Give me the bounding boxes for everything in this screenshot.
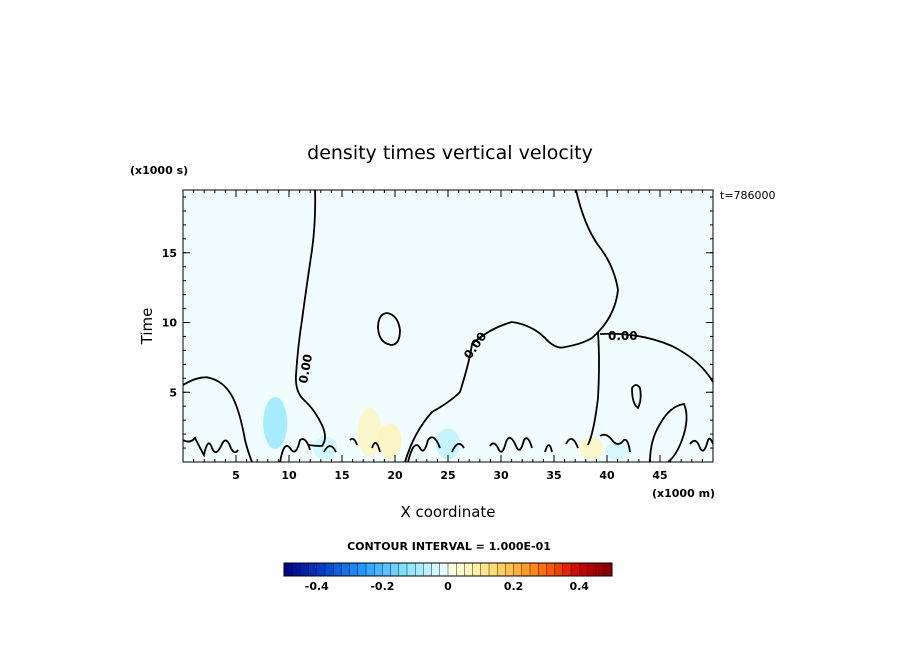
field-background	[183, 190, 713, 462]
anomaly-1	[313, 436, 338, 460]
colorbar-cell-9	[357, 562, 367, 577]
colorbar-cell-34	[562, 562, 572, 577]
x-tick-label-7: 40	[599, 469, 615, 482]
colorbar-tick-label-1: -0.2	[370, 580, 394, 593]
colorbar-cell-28	[513, 562, 523, 577]
x-tick-label-2: 15	[334, 469, 349, 482]
colorbar-tick-label-2: 0	[444, 580, 452, 593]
colorbar-cell-32	[546, 562, 556, 577]
colorbar-cell-19	[439, 562, 449, 577]
colorbar-frame	[283, 562, 613, 577]
contour-line-left	[182, 376, 253, 463]
anomaly-5	[579, 436, 604, 460]
contour-label-2: 0.00	[608, 329, 638, 343]
y-tick-label-0: 5	[169, 386, 177, 399]
y-axis-title: Time	[138, 308, 156, 346]
colorbar-tick-label-3: 0.2	[504, 580, 524, 593]
colorbar-cell-31	[538, 562, 547, 577]
chart-title: density times vertical velocity	[307, 142, 593, 164]
colorbar-cell-12	[382, 562, 392, 577]
colorbar-cell-30	[529, 562, 539, 577]
y-tick-label-1: 10	[162, 317, 178, 330]
contour-cell-right	[649, 403, 688, 463]
colorbar-tick-label-4: 0.4	[569, 580, 589, 593]
x-tick-label-4: 25	[440, 469, 455, 482]
minor-ticks	[182, 190, 714, 462]
x-tick-label-1: 10	[281, 469, 297, 482]
anomaly-3	[377, 423, 402, 459]
time-label: t=786000	[720, 189, 776, 202]
anomaly-layer	[183, 190, 713, 462]
colorbar-cell-16	[415, 562, 424, 577]
zero-contours	[182, 189, 714, 463]
colorbar-cell-7	[341, 562, 351, 577]
contour-closed-cell	[377, 312, 401, 346]
x-unit-label: (x1000 m)	[652, 487, 715, 500]
colorbar-cell-6	[333, 562, 342, 577]
colorbar-cell-37	[587, 562, 597, 577]
colorbar-tick-label-0: -0.4	[305, 580, 329, 593]
y-axis-ticks: 5 10 15	[162, 247, 713, 399]
colorbar-cell-1	[292, 562, 301, 577]
anomaly-0	[263, 396, 288, 449]
colorbar-cell-24	[480, 562, 490, 577]
contour-line-northeast	[599, 332, 714, 383]
colorbar-cell-11	[374, 562, 383, 577]
anomaly-4	[436, 428, 460, 460]
colorbar-cell-17	[423, 562, 433, 577]
colorbar-cell-8	[349, 562, 359, 577]
colorbar-cell-22	[464, 562, 474, 577]
x-tick-label-3: 20	[387, 469, 403, 482]
colorbar-ticks: -0.4 -0.2 0 0.2 0.4	[305, 580, 590, 593]
contour-closed-cell-small	[631, 384, 642, 410]
colorbar-cell-5	[324, 562, 334, 577]
colorbar-cell-35	[570, 562, 580, 577]
contour-interval-label: CONTOUR INTERVAL = 1.000E-01	[347, 540, 551, 553]
colorbar-cell-21	[456, 562, 465, 577]
colorbar-cell-10	[365, 562, 375, 577]
colorbar-cell-3	[308, 562, 318, 577]
anomaly-6	[605, 441, 630, 461]
colorbar-cell-27	[505, 562, 515, 577]
colorbar-cell-39	[603, 562, 613, 577]
colorbar-cell-14	[398, 562, 408, 577]
colorbar-cell-23	[472, 562, 482, 577]
colorbar-cell-33	[554, 562, 564, 577]
colorbar-cell-36	[579, 562, 588, 577]
x-tick-label-6: 35	[546, 469, 561, 482]
colorbar	[283, 562, 613, 577]
anomaly-2	[357, 407, 382, 458]
colorbar-cell-4	[316, 562, 326, 577]
contour-noise-band	[182, 433, 714, 463]
colorbar-cell-2	[300, 562, 310, 577]
colorbar-cell-18	[431, 562, 441, 577]
colorbar-cell-20	[447, 562, 457, 577]
x-tick-label-0: 5	[232, 469, 240, 482]
colorbar-cell-25	[488, 562, 498, 577]
x-tick-label-5: 30	[493, 469, 509, 482]
x-tick-label-8: 45	[652, 469, 667, 482]
y-tick-label-2: 15	[162, 247, 177, 260]
y-unit-label: (x1000 s)	[130, 164, 188, 177]
contour-label-0: 0.00	[296, 353, 315, 385]
contour-line-central	[404, 189, 619, 463]
colorbar-cell-0	[283, 562, 293, 577]
x-axis-ticks: 5 10 15 20 25 30 35 40 45	[232, 190, 668, 482]
colorbar-cell-29	[521, 562, 531, 577]
colorbar-cell-38	[595, 562, 605, 577]
colorbar-cell-13	[390, 562, 400, 577]
colorbar-cell-26	[497, 562, 506, 577]
contour-line-east	[587, 331, 600, 446]
contour-line-west	[295, 189, 326, 447]
colorbar-cell-15	[406, 562, 416, 577]
x-axis-title: X coordinate	[400, 503, 495, 521]
